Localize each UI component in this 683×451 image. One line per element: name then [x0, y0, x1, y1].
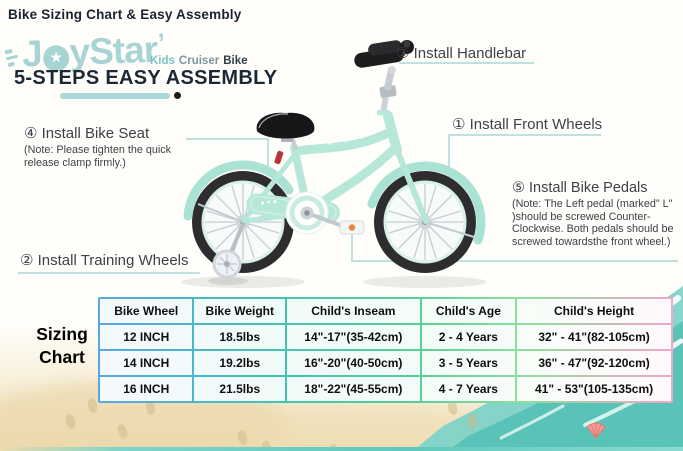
tagline-bike: Bike [223, 55, 248, 67]
cell-wheel: 12 INCH [100, 325, 193, 349]
subtitle-underline [60, 93, 170, 99]
step-install-bike-pedals: ⑤ Install Bike Pedals (Note: The Left pe… [512, 180, 683, 249]
frame-decals [328, 132, 372, 176]
bottom-teal-strip [0, 447, 683, 451]
product-tagline: Kids Cruiser Bike [150, 55, 248, 67]
step-note: (Note: Please tighten the quick release … [24, 144, 172, 169]
cell-wheel: 14 INCH [100, 351, 193, 375]
col-header-bike-weight: Bike Weight [194, 299, 286, 323]
assembly-subtitle: 5-STEPS EASY ASSEMBLY [14, 67, 278, 89]
callout-pedals [351, 234, 678, 262]
rear-fender-stay [197, 203, 244, 223]
handlebar-assembly [354, 40, 414, 115]
cell-weight: 19.2lbs [194, 351, 286, 375]
stem-collar [377, 110, 390, 115]
subtitle-dot [174, 92, 181, 99]
pedal [339, 220, 365, 235]
front-fender-stay [424, 221, 475, 238]
table-row: 12 INCH 18.5lbs 14"-17"(35-42cm) 2 - 4 Y… [100, 325, 671, 349]
step-install-front-wheels: ① Install Front Wheels [452, 115, 602, 133]
table-row: 16 INCH 21.5lbs 18"-22"(45-55cm) 4 - 7 Y… [100, 377, 671, 401]
col-header-childs-inseam: Child's Inseam [287, 299, 420, 323]
handlebar-grip-far [368, 40, 402, 56]
col-header-childs-age: Child's Age [421, 299, 516, 323]
cell-wheel: 16 INCH [100, 377, 193, 401]
table-row: 14 INCH 19.2lbs 16"-20"(40-50cm) 3 - 5 Y… [100, 351, 671, 375]
cell-age: 4 - 7 Years [421, 377, 516, 401]
step-label: ② Install Training Wheels [20, 252, 189, 269]
cell-height: 41" - 53"(105-135cm) [517, 377, 671, 401]
cell-inseam: 16"-20"(40-50cm) [287, 351, 420, 375]
cell-age: 3 - 5 Years [421, 351, 516, 375]
front-fork [394, 147, 429, 224]
top-tube [292, 127, 395, 156]
saddle [256, 112, 315, 139]
saddle-piping [258, 113, 289, 129]
sizing-table: Bike Wheel Bike Weight Child's Inseam Ch… [98, 297, 673, 403]
step-label: ③ Install Handlebar [396, 45, 527, 62]
step-label: ⑤ Install Bike Pedals [512, 180, 648, 196]
training-wheel [212, 249, 242, 279]
sizing-chart-section-label: Sizing Chart [36, 324, 88, 367]
cell-height: 32" - 41"(82-105cm) [517, 325, 671, 349]
cell-weight: 18.5lbs [194, 325, 286, 349]
cell-weight: 21.5lbs [194, 377, 286, 401]
seashell-icon [586, 422, 606, 439]
col-header-childs-height: Child's Height [517, 299, 671, 323]
cell-height: 36" - 47"(92-120cm) [517, 351, 671, 375]
cell-age: 2 - 4 Years [421, 325, 516, 349]
step-note: (Note: The Left pedal (marked" L" )shoul… [512, 198, 674, 249]
step-install-training-wheels: ② Install Training Wheels [20, 251, 189, 269]
step-install-bike-seat: ④ Install Bike Seat (Note: Please tighte… [24, 124, 186, 169]
step-label: ① Install Front Wheels [452, 116, 603, 133]
step-label: ④ Install Bike Seat [24, 125, 150, 142]
front-fender [367, 161, 486, 245]
cell-inseam: 14"-17"(35-42cm) [287, 325, 420, 349]
tagline-kids: Kids [150, 55, 175, 67]
step-install-handlebar: ③ Install Handlebar [396, 44, 526, 62]
cell-inseam: 18"-22"(45-55cm) [287, 377, 420, 401]
quick-release-clamp [274, 150, 284, 165]
page-title: Bike Sizing Chart & Easy Assembly [8, 7, 242, 22]
callout-seat [186, 138, 269, 169]
col-header-bike-wheel: Bike Wheel [100, 299, 193, 323]
table-header-row: Bike Wheel Bike Weight Child's Inseam Ch… [100, 299, 671, 323]
tagline-cruiser: Cruiser [178, 55, 220, 67]
